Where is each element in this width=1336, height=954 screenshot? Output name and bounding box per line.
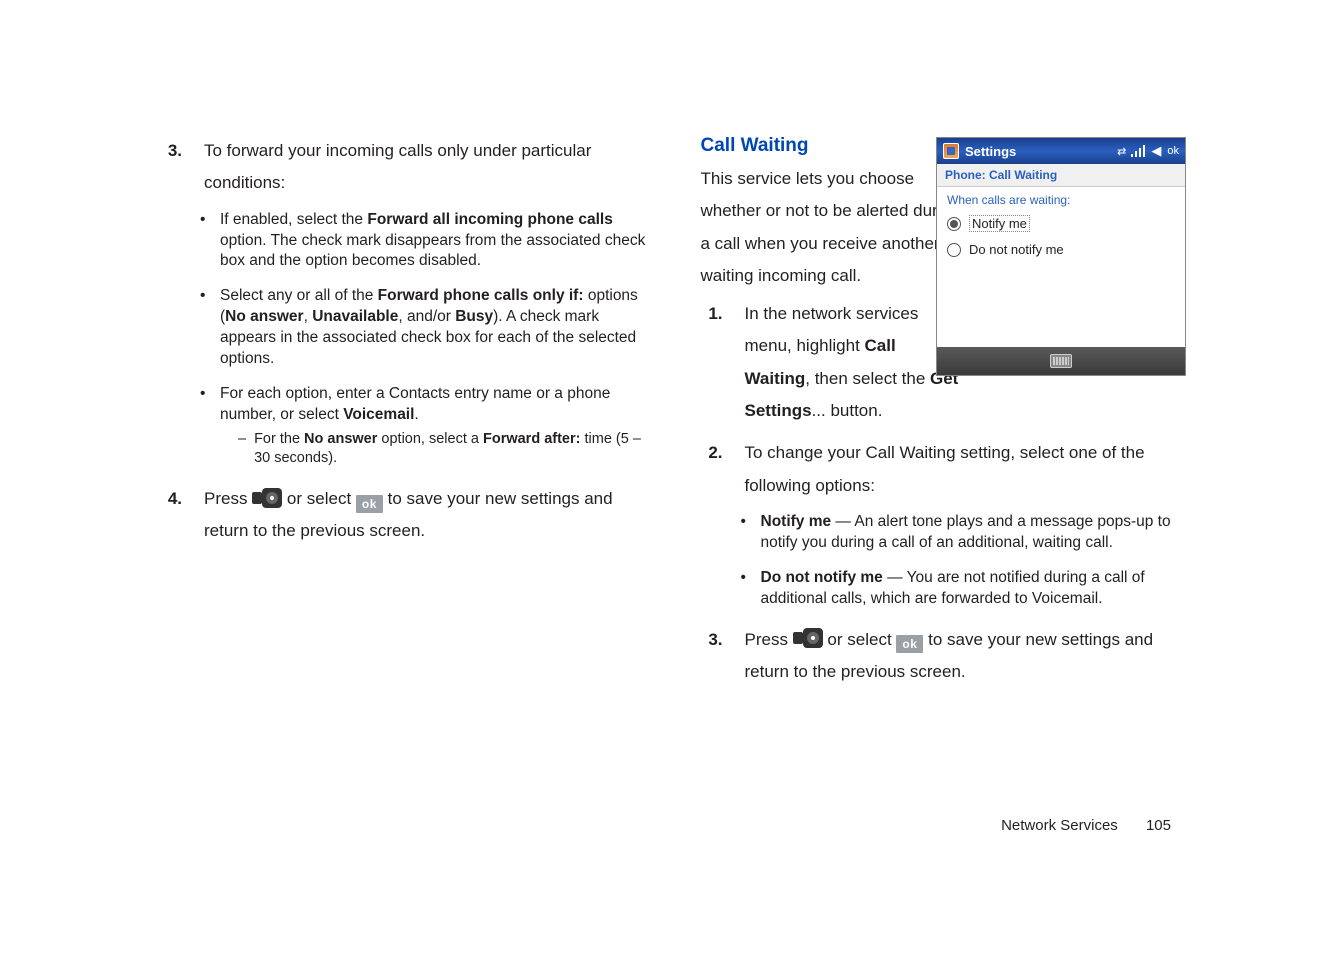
dash-mark: – [238, 430, 246, 469]
phone-screenshot: Settings ⇄ ◀ ok Phone: Call Waiting When… [936, 137, 1186, 376]
bullet-text: For each option, enter a Contacts entry … [220, 384, 646, 469]
bullet-text: Do not notify me — You are not notified … [761, 568, 1187, 610]
dpad-icon [793, 627, 823, 649]
step-text: Press or select ok to save your new sett… [204, 483, 646, 548]
step-3: 3. To forward your incoming calls only u… [160, 135, 646, 200]
signal-icon [1131, 145, 1145, 157]
bullet-item: • Select any or all of the Forward phone… [200, 286, 646, 370]
bullet-item: • For each option, enter a Contacts entr… [200, 384, 646, 469]
bullet-dot: • [200, 210, 210, 273]
radio-label: Do not notify me [969, 242, 1064, 257]
step-number: 4. [160, 483, 182, 548]
sub-dash-item: – For the No answer option, select a For… [220, 430, 646, 469]
phone-label: When calls are waiting: [947, 193, 1175, 207]
bullet-item: • If enabled, select the Forward all inc… [200, 210, 646, 273]
bullet-text: Notify me — An alert tone plays and a me… [761, 512, 1187, 554]
connection-icon: ⇄ [1117, 145, 1125, 158]
ok-icon: ok [896, 627, 923, 649]
dpad-icon [252, 487, 282, 509]
bullet-item: • Notify me — An alert tone plays and a … [741, 512, 1187, 554]
ok-icon: ok [356, 487, 383, 509]
bullet-dot: • [741, 568, 751, 610]
radio-icon [947, 243, 961, 257]
phone-titlebar: Settings ⇄ ◀ ok [937, 138, 1185, 164]
volume-icon: ◀ [1151, 143, 1161, 159]
step-number: 3. [701, 624, 723, 689]
bullet-item: • Do not notify me — You are not notifie… [741, 568, 1187, 610]
step-number: 1. [701, 298, 723, 427]
phone-body: When calls are waiting: Notify me Do not… [937, 187, 1185, 347]
left-column: 3. To forward your incoming calls only u… [160, 135, 646, 692]
phone-title: Settings [965, 144, 1016, 159]
step-text: In the network services menu, highlight … [745, 298, 961, 427]
step-4: 4. Press or select ok to save your new s… [160, 483, 646, 548]
step-3r: 3. Press or select ok to save your new s… [701, 624, 1187, 689]
settings-app-icon [943, 143, 959, 159]
footer-section: Network Services [1001, 817, 1118, 834]
step-text: To forward your incoming calls only unde… [204, 135, 646, 200]
step-number: 3. [160, 135, 182, 200]
radio-label: Notify me [969, 215, 1030, 232]
page-footer: Network Services 105 [1001, 817, 1171, 834]
dash-text: For the No answer option, select a Forwa… [254, 430, 645, 469]
ok-softkey[interactable]: ok [1167, 145, 1179, 157]
bullet-dot: • [741, 512, 751, 554]
step-text: To change your Call Waiting setting, sel… [745, 437, 1187, 502]
bullet-dot: • [200, 384, 210, 469]
step-1: 1. In the network services menu, highlig… [701, 298, 961, 427]
bullet-text: If enabled, select the Forward all incom… [220, 210, 646, 273]
step-number: 2. [701, 437, 723, 502]
bullet-text: Select any or all of the Forward phone c… [220, 286, 646, 370]
right-column: Call Waiting This service lets you choos… [701, 135, 1187, 692]
bullet-dot: • [200, 286, 210, 370]
step-text: Press or select ok to save your new sett… [745, 624, 1187, 689]
radio-notify-me[interactable]: Notify me [947, 215, 1175, 232]
keyboard-icon[interactable] [1050, 354, 1072, 368]
intro-text: This service lets you choose whether or … [701, 163, 961, 292]
step-2: 2. To change your Call Waiting setting, … [701, 437, 1187, 502]
radio-do-not-notify[interactable]: Do not notify me [947, 242, 1175, 257]
footer-page: 105 [1146, 817, 1171, 834]
phone-breadcrumb: Phone: Call Waiting [937, 164, 1185, 187]
radio-icon [947, 217, 961, 231]
phone-bottombar [937, 347, 1185, 375]
